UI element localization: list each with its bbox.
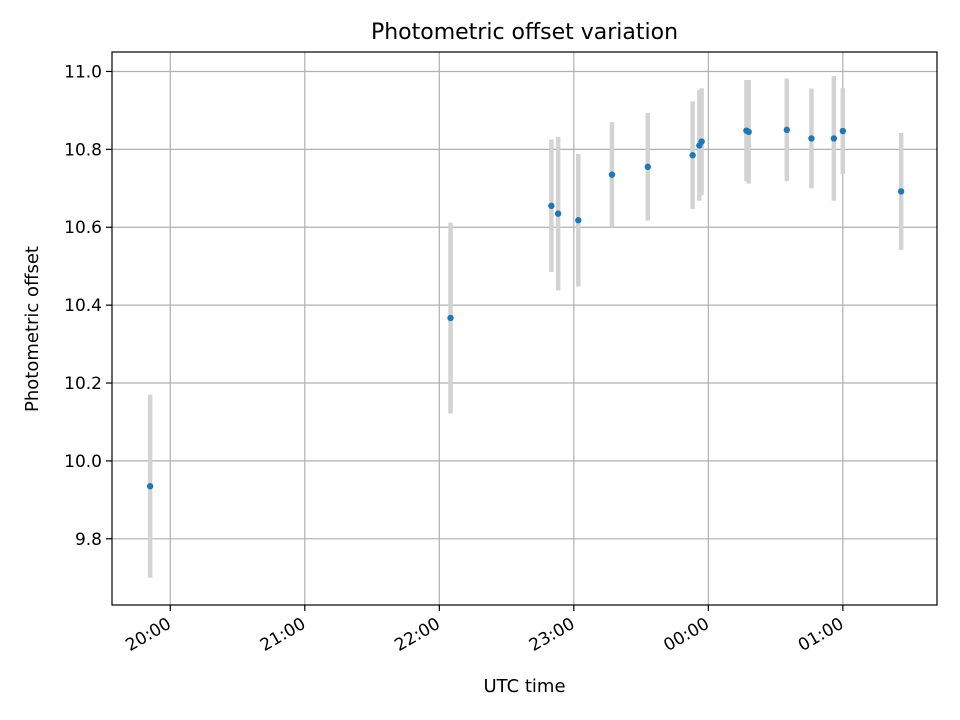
x-tick-label: 23:00 <box>526 614 578 656</box>
chart-title: Photometric offset variation <box>371 20 678 45</box>
data-point <box>608 171 616 178</box>
data-point <box>447 314 454 322</box>
y-tick-label: 10.8 <box>64 140 102 160</box>
data-point <box>808 135 815 142</box>
data-point <box>554 210 562 217</box>
x-tick-label: 20:00 <box>122 614 174 656</box>
data-point <box>644 163 652 171</box>
x-tick-label: 21:00 <box>257 614 309 656</box>
y-tick-label: 10.2 <box>64 374 102 394</box>
data-point <box>745 128 752 136</box>
data-point <box>897 188 905 195</box>
x-tick-label: 01:00 <box>795 614 847 656</box>
y-tick-label: 10.6 <box>64 218 102 238</box>
data-point <box>548 202 555 210</box>
data-points <box>146 126 905 490</box>
data-point <box>146 483 154 490</box>
data-point <box>698 138 705 145</box>
plot-area-frame <box>111 51 938 606</box>
data-point <box>830 135 838 142</box>
y-tick-label: 9.8 <box>75 530 102 550</box>
y-axis-label: Photometric offset <box>22 246 43 412</box>
data-point <box>839 127 847 135</box>
data-point <box>689 152 696 159</box>
y-tick-label: 10.4 <box>64 296 102 316</box>
y-axis-ticks: 9.8 10.0 10.2 10.4 10.6 10.8 11.0 <box>64 62 112 550</box>
y-tick-label: 10.0 <box>64 452 102 472</box>
x-axis-label: UTC time <box>483 676 565 697</box>
error-bars <box>147 76 904 578</box>
data-point <box>783 126 790 134</box>
data-point <box>575 217 582 224</box>
x-tick-label: 00:00 <box>660 614 712 656</box>
x-tick-label: 22:00 <box>391 614 443 656</box>
y-tick-label: 11.0 <box>64 62 102 82</box>
x-axis-ticks: 20:00 21:00 22:00 23:00 00:00 01:00 <box>122 605 847 656</box>
